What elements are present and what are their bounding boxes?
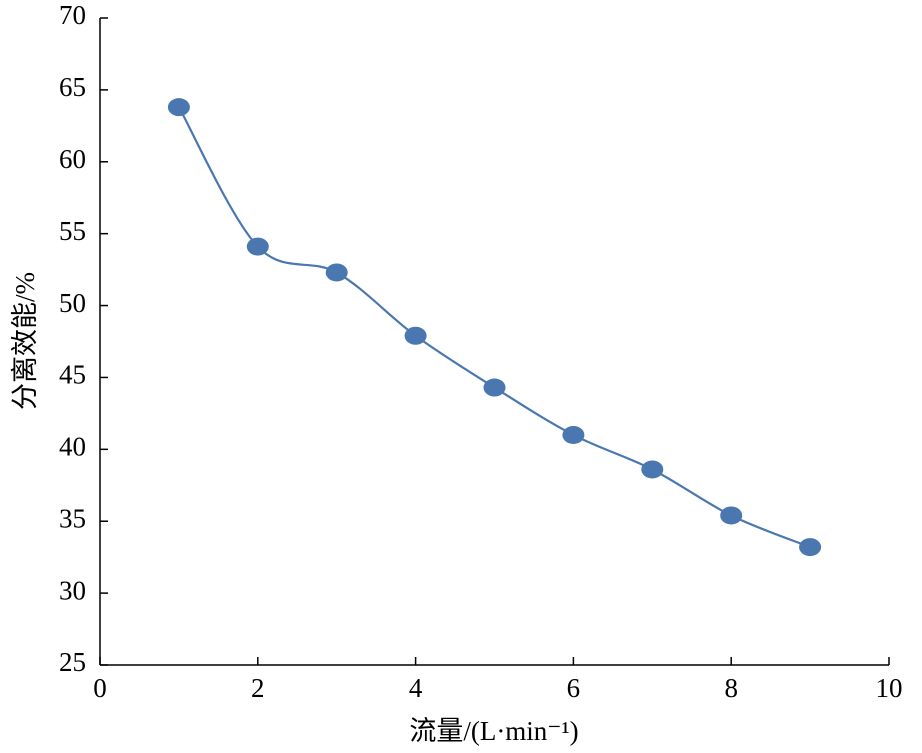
- y-tick-label: 35: [59, 503, 86, 533]
- marker: [799, 538, 822, 557]
- x-tick-label: 4: [409, 673, 423, 703]
- x-tick-label: 10: [876, 673, 903, 703]
- y-tick-label: 25: [59, 647, 86, 677]
- marker: [167, 98, 190, 117]
- y-tick-label: 60: [59, 144, 86, 174]
- marker: [720, 506, 743, 525]
- x-tick-label: 2: [251, 673, 265, 703]
- x-tick-label: 0: [93, 673, 107, 703]
- x-axis-label: 流量/(L·min⁻¹): [409, 716, 578, 746]
- line: [177, 106, 811, 549]
- y-axis-label: 分离效能/%: [10, 272, 40, 410]
- marker: [562, 425, 585, 444]
- y-tick-label: 50: [59, 288, 86, 318]
- y-tick-label: 65: [59, 72, 86, 102]
- y-tick-label: 40: [59, 432, 86, 462]
- marker: [483, 378, 506, 397]
- y-tick-label: 45: [59, 360, 86, 390]
- x-tick-label: 8: [724, 673, 738, 703]
- y-tick-label: 55: [59, 216, 86, 246]
- marker: [641, 460, 664, 479]
- marker: [246, 237, 269, 256]
- y-tick-label: 70: [59, 0, 86, 30]
- marker: [404, 326, 427, 345]
- x-tick-label: 6: [567, 673, 581, 703]
- marker: [325, 263, 348, 282]
- y-tick-label: 30: [59, 575, 86, 605]
